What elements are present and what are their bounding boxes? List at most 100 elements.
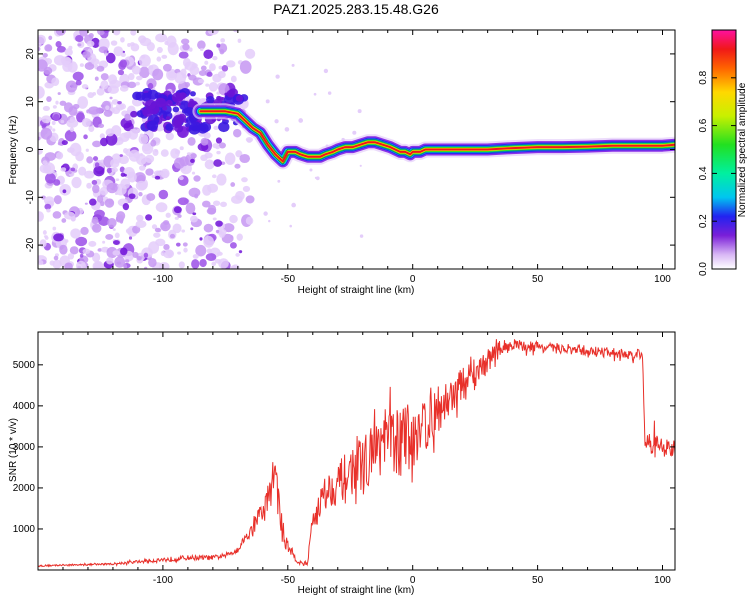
noise-blob (163, 244, 170, 251)
noise-blob (60, 119, 65, 124)
noise-blob (117, 100, 122, 105)
noise-blob (53, 255, 59, 261)
noise-blob (165, 123, 174, 131)
snr-y-tick-label: 5000 (13, 360, 36, 371)
noise-blob (119, 166, 125, 173)
noise-blob (181, 229, 186, 233)
noise-blob (88, 240, 97, 247)
noise-blob (128, 236, 133, 240)
noise-blob (143, 252, 149, 258)
noise-blob (245, 195, 255, 204)
noise-blob (185, 202, 196, 215)
noise-blob (51, 120, 56, 126)
noise-blob (94, 162, 100, 168)
noise-blob (146, 120, 159, 131)
noise-blob (165, 116, 171, 121)
noise-blob (127, 42, 131, 47)
snr-y-ticks: 1000 2000 3000 4000 5000 (13, 360, 675, 535)
colorbar-tick-label: 0.4 (698, 166, 709, 180)
noise-blob (184, 61, 197, 71)
noise-blob (359, 164, 362, 167)
noise-blob (119, 103, 127, 110)
snr-y-tick-label: 2000 (13, 483, 36, 494)
noise-blob (203, 132, 211, 139)
noise-blob (75, 236, 88, 247)
noise-blob (70, 167, 76, 172)
noise-blob (190, 91, 196, 97)
noise-blob (128, 193, 136, 200)
noise-blob (152, 68, 164, 81)
noise-blob (199, 47, 204, 52)
noise-blob (112, 240, 120, 245)
noise-blob (199, 237, 203, 241)
noise-blob (135, 180, 147, 191)
spectrogram-y-tick-label: -10 (25, 190, 36, 205)
noise-blob (327, 91, 332, 95)
noise-blob (88, 125, 95, 133)
noise-blob (197, 40, 206, 50)
noise-blob (111, 99, 119, 105)
snr-frame (37, 331, 676, 571)
noise-blob (105, 128, 115, 137)
noise-blob (238, 250, 243, 254)
noise-blob (79, 30, 89, 37)
snr-x-tick-label: 50 (532, 575, 544, 586)
noise-blob (218, 258, 229, 269)
noise-blob (216, 173, 227, 186)
noise-blob (136, 174, 146, 183)
noise-blob (111, 167, 118, 173)
noise-blob (107, 218, 117, 228)
noise-blob (162, 106, 168, 111)
noise-blob (177, 197, 189, 206)
noise-blob (82, 50, 91, 59)
noise-blob (106, 257, 114, 265)
noise-blob (61, 140, 68, 146)
noise-blob (136, 256, 142, 261)
noise-blob (148, 257, 157, 268)
noise-blob (173, 206, 182, 214)
noise-blob (148, 241, 160, 254)
noise-blob (49, 260, 55, 266)
noise-blob (244, 48, 256, 59)
spectrogram-y-tick-label: 0 (25, 146, 36, 152)
noise-blob (55, 100, 59, 105)
noise-blob (208, 82, 218, 92)
noise-blob (162, 249, 175, 259)
spectrogram-x-tick-label: -50 (281, 274, 296, 285)
noise-blob (98, 216, 110, 226)
noise-blob (160, 250, 166, 257)
noise-blob (215, 137, 222, 144)
snr-y-tick-label: 4000 (13, 401, 36, 412)
noise-blob (75, 151, 84, 162)
noise-blob (45, 172, 56, 184)
noise-blob (40, 127, 53, 140)
noise-blob (199, 258, 207, 268)
noise-blob (246, 138, 252, 143)
noise-blob (177, 251, 182, 255)
noise-blob (160, 149, 169, 157)
noise-blob (125, 228, 133, 234)
noise-blob (142, 144, 151, 152)
noise-blob (69, 116, 76, 123)
noise-blob (239, 153, 251, 164)
noise-blob (202, 184, 212, 196)
noise-blob (352, 130, 357, 135)
noise-blob (127, 171, 137, 183)
noise-blob (119, 85, 129, 92)
noise-blob (60, 167, 67, 172)
noise-blob (88, 106, 100, 115)
noise-blob (96, 30, 106, 36)
noise-blob (52, 226, 57, 231)
noise-blob (170, 148, 180, 159)
noise-blob (220, 96, 225, 101)
noise-blob (197, 78, 205, 84)
noise-blob (80, 226, 89, 236)
noise-blob (110, 40, 118, 46)
noise-blob (64, 48, 73, 57)
noise-blob (154, 175, 161, 180)
noise-blob (215, 229, 220, 234)
noise-blob (242, 185, 251, 192)
noise-blob (104, 52, 109, 56)
noise-blob (191, 171, 196, 175)
